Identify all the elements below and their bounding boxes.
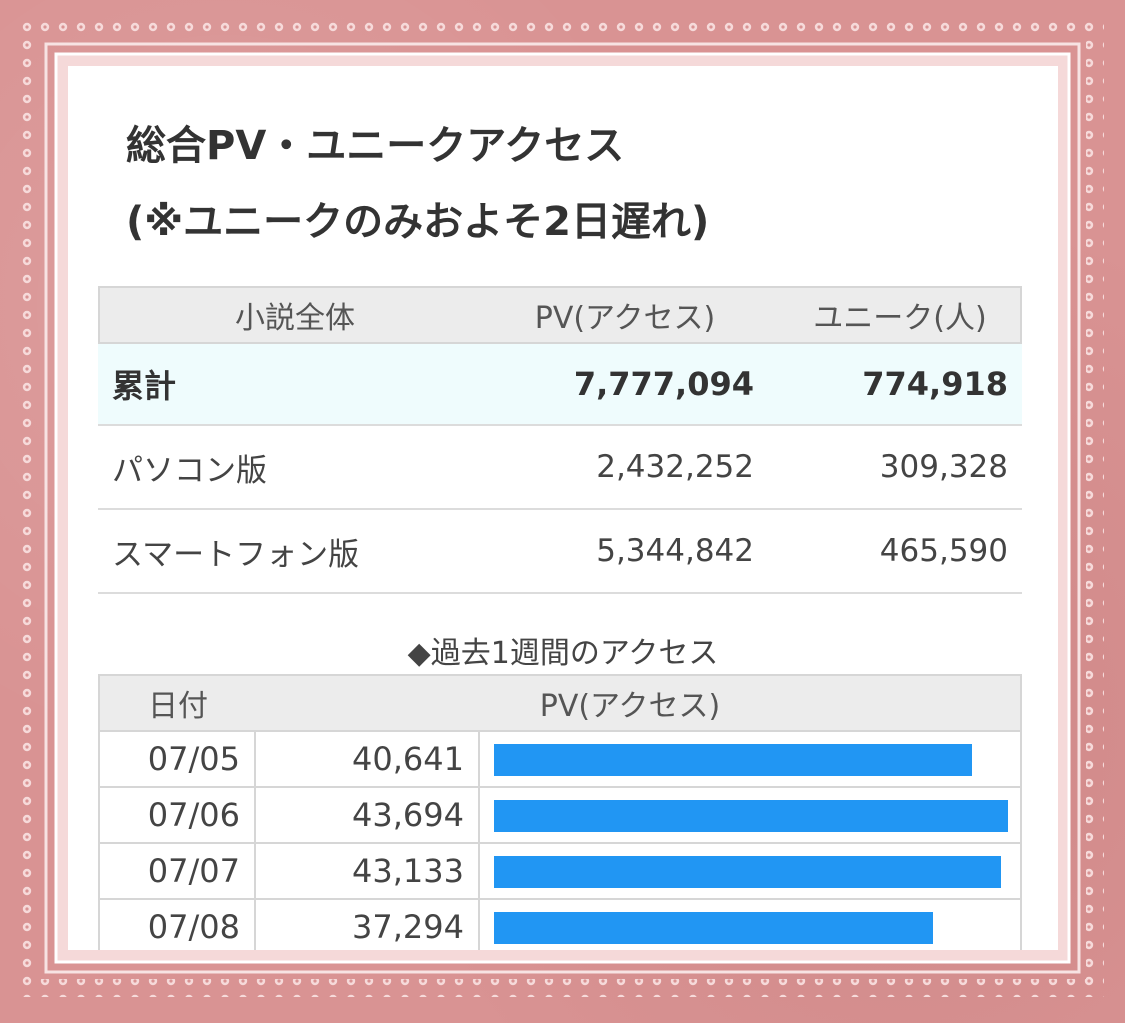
smartphone-label: スマートフォン版 bbox=[112, 536, 360, 573]
header-pv: PV(アクセス) bbox=[534, 301, 716, 336]
page-subtitle: (※ユニークのみおよそ2日遅れ) bbox=[126, 199, 710, 245]
weekly-header-row: 日付 PV(アクセス) bbox=[98, 674, 1022, 732]
row-pv: 37,294 bbox=[254, 900, 480, 950]
row-bar-cell bbox=[478, 732, 1022, 788]
smartphone-unique: 465,590 bbox=[879, 533, 1008, 569]
total-unique: 774,918 bbox=[862, 365, 1008, 403]
pv-bar bbox=[494, 744, 972, 776]
pc-label: パソコン版 bbox=[112, 452, 267, 489]
pv-bar bbox=[494, 912, 933, 944]
page-title: 総合PV・ユニークアクセス bbox=[126, 123, 625, 169]
total-pv: 7,777,094 bbox=[573, 365, 754, 403]
header-date: 日付 bbox=[148, 689, 208, 724]
summary-pc-row: パソコン版 2,432,252 309,328 bbox=[98, 426, 1022, 510]
table-row: 07/05 40,641 bbox=[98, 732, 1022, 788]
row-pv: 43,694 bbox=[254, 788, 480, 844]
summary-smartphone-row: スマートフォン版 5,344,842 465,590 bbox=[98, 510, 1022, 594]
pc-unique: 309,328 bbox=[879, 449, 1008, 485]
row-date: 07/05 bbox=[98, 732, 256, 788]
row-date: 07/07 bbox=[98, 844, 256, 900]
table-row: 07/07 43,133 bbox=[98, 844, 1022, 900]
weekly-section-title: ◆過去1週間のアクセス bbox=[407, 636, 719, 671]
summary-header-row: 小説全体 PV(アクセス) ユニーク(人) bbox=[98, 286, 1022, 344]
total-label: 累計 bbox=[112, 367, 177, 405]
header-unique: ユニーク(人) bbox=[813, 301, 987, 336]
summary-total-row: 累計 7,777,094 774,918 bbox=[98, 344, 1022, 426]
pc-pv: 2,432,252 bbox=[596, 449, 754, 485]
row-date: 07/06 bbox=[98, 788, 256, 844]
header-weekly-pv: PV(アクセス) bbox=[539, 689, 721, 724]
stats-panel: 総合PV・ユニークアクセス (※ユニークのみおよそ2日遅れ) 小説全体 PV(ア… bbox=[68, 66, 1058, 950]
weekly-table: 日付 PV(アクセス) 07/05 40,641 07/06 43,694 07… bbox=[98, 674, 1022, 950]
row-pv: 40,641 bbox=[254, 732, 480, 788]
smartphone-pv: 5,344,842 bbox=[596, 533, 754, 569]
row-bar-cell bbox=[478, 900, 1022, 950]
table-row: 07/08 37,294 bbox=[98, 900, 1022, 950]
table-row: 07/06 43,694 bbox=[98, 788, 1022, 844]
row-pv: 43,133 bbox=[254, 844, 480, 900]
header-novel-total: 小説全体 bbox=[235, 301, 355, 336]
row-bar-cell bbox=[478, 844, 1022, 900]
row-date: 07/08 bbox=[98, 900, 256, 950]
pv-bar bbox=[494, 856, 1001, 888]
pv-bar bbox=[494, 800, 1008, 832]
row-bar-cell bbox=[478, 788, 1022, 844]
